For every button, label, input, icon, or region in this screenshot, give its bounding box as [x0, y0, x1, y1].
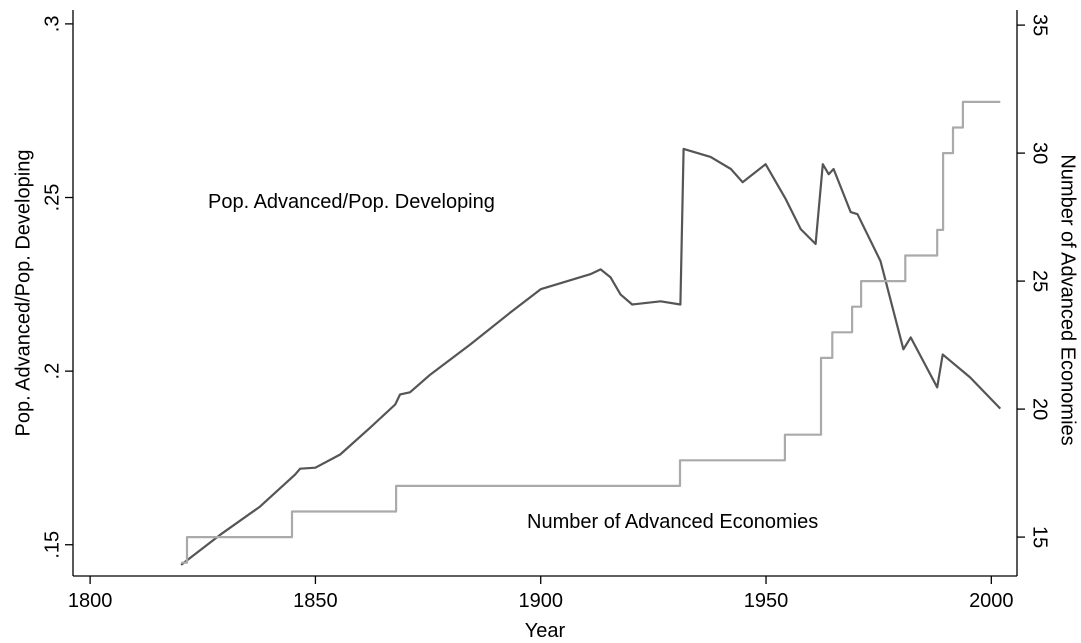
- x-tick-label: 1950: [744, 590, 789, 612]
- y-tick-label: .2: [41, 363, 63, 380]
- y-tick-label: .25: [41, 184, 63, 212]
- series-line: [180, 147, 1002, 566]
- y2-axis-label: Number of Advanced Economies: [1057, 154, 1079, 445]
- y-tick-label: .15: [41, 531, 63, 559]
- y2-tick-label: 20: [1029, 398, 1051, 420]
- x-tick-label: 1850: [293, 590, 338, 612]
- annotation: Pop. Advanced/Pop. Developing: [208, 191, 495, 213]
- y2-tick-label: 30: [1029, 142, 1051, 164]
- x-axis-label: Year: [525, 620, 566, 642]
- y2-tick-label: 35: [1029, 14, 1051, 36]
- x-tick-label: 1800: [68, 590, 113, 612]
- y2-tick-label: 15: [1029, 526, 1051, 548]
- y-axis-label: Pop. Advanced/Pop. Developing: [12, 150, 34, 437]
- y2-tick-label: 25: [1029, 270, 1051, 292]
- x-tick-label: 2000: [969, 590, 1014, 612]
- annotation: Number of Advanced Economies: [527, 511, 818, 533]
- y-tick-label: .3: [41, 16, 63, 33]
- series-line: [181, 100, 1001, 564]
- x-tick-label: 1900: [518, 590, 563, 612]
